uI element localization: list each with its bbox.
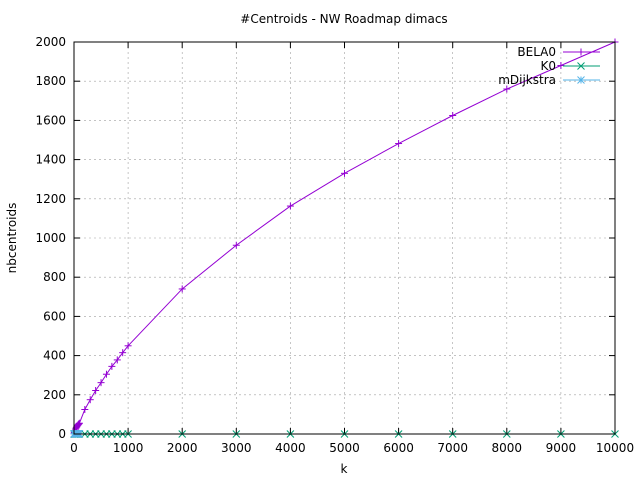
x-tick-label: 8000 (492, 441, 523, 455)
x-tick-label: 4000 (275, 441, 306, 455)
data-point (395, 140, 403, 148)
y-tick-label: 1800 (35, 74, 66, 88)
data-point (124, 342, 132, 350)
data-point (178, 285, 186, 293)
data-point (74, 421, 82, 429)
legend-swatch-marker (577, 62, 585, 70)
y-tick-label: 1000 (35, 231, 66, 245)
data-point (75, 420, 83, 428)
y-tick-label: 0 (58, 427, 66, 441)
y-tick-label: 1200 (35, 192, 66, 206)
y-tick-label: 1400 (35, 153, 66, 167)
x-tick-label: 10000 (596, 441, 634, 455)
x-tick-label: 9000 (546, 441, 577, 455)
x-tick-label: 3000 (221, 441, 252, 455)
axis-ticks: 0 200 400 600 800 1000 1200 1400 1600 1800 2000 0 10… (35, 35, 634, 455)
x-tick-label: 7000 (437, 441, 468, 455)
y-tick-label: 400 (43, 349, 66, 363)
data-point (81, 406, 89, 413)
x-tick-label: 6000 (383, 441, 414, 455)
data-point (92, 386, 100, 394)
y-tick-label: 800 (43, 270, 66, 284)
legend-swatch-marker (577, 76, 585, 84)
x-tick-label: 5000 (329, 441, 360, 455)
chart-title: #Centroids - NW Roadmap dimacs (240, 12, 447, 26)
y-tick-label: 1600 (35, 113, 66, 127)
data-point (108, 362, 116, 370)
plot-frame (73, 41, 616, 435)
data-point (119, 349, 127, 357)
y-axis-label: nbcentroids (5, 203, 19, 274)
x-tick-label: 2000 (167, 441, 198, 455)
y-tick-label: 2000 (35, 35, 66, 49)
data-point (102, 370, 110, 378)
legend-label: BELA0 (517, 45, 556, 59)
legend-label: K0 (540, 59, 556, 73)
x-axis-label: k (341, 462, 348, 476)
data-point (449, 112, 457, 119)
x-tick-label: 1000 (113, 441, 144, 455)
y-tick-label: 200 (43, 388, 66, 402)
y-tick-label: 600 (43, 309, 66, 323)
data-point (86, 396, 94, 404)
data-point (232, 241, 240, 249)
x-tick-label: 0 (70, 441, 78, 455)
data-point (503, 85, 511, 93)
legend-label: mDijkstra (498, 73, 556, 87)
grid-lines (74, 42, 615, 434)
series-bela0 (70, 38, 619, 438)
legend-swatch-marker (577, 48, 585, 56)
data-point (75, 419, 83, 427)
data-point (113, 356, 121, 364)
data-point (286, 202, 294, 210)
data-point (97, 379, 105, 387)
data-point (341, 169, 348, 177)
